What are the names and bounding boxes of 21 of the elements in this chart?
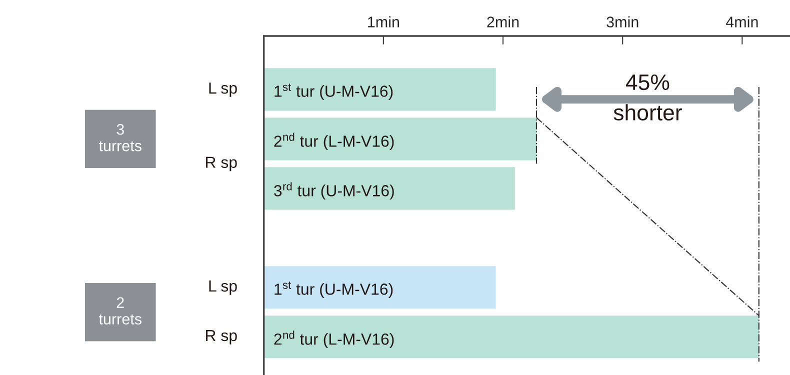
x-tick-label: 3min [606, 16, 638, 28]
bar [264, 167, 515, 210]
x-tick-label: 1min [368, 16, 400, 28]
bar [264, 316, 759, 358]
x-tick-label: 2min [487, 16, 519, 28]
text: 2 turrets [98, 297, 142, 324]
text: L sp [209, 280, 237, 295]
bar [264, 68, 496, 111]
text: R sp [206, 330, 237, 344]
y-tick-label: 1$^{st}$ tur (U-M-V16) [274, 282, 393, 298]
x-tick-label: 4min [726, 16, 758, 28]
bar [264, 266, 496, 309]
y-tick-label: 3$^{rd}$ tur (U-M-V16) [274, 182, 394, 200]
y-tick-label: 2$^{nd}$ tur (L-M-V16) [274, 330, 394, 348]
y-tick-label: 2$^{nd}$ tur (L-M-V16) [274, 132, 394, 150]
annotation: 45% shorter [614, 74, 682, 120]
y-tick-label: 1$^{st}$ tur (U-M-V16) [274, 84, 393, 100]
text: R sp [206, 156, 237, 172]
text: L sp [209, 82, 237, 97]
bar [264, 118, 536, 160]
text: 3 turrets [98, 124, 142, 152]
